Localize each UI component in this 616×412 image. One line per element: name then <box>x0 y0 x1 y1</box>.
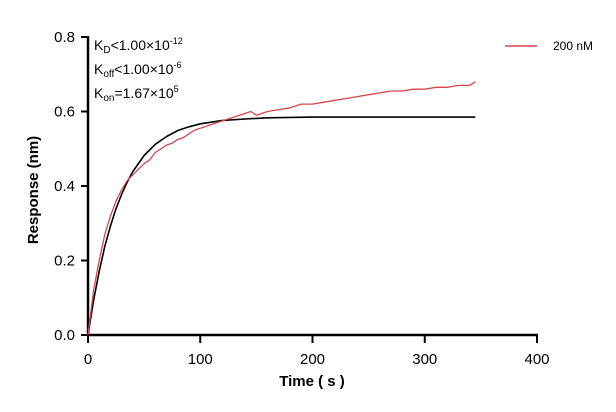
koff-annotation: Koff<1.00×10-6 <box>94 60 181 80</box>
y-tick-label: 0.4 <box>54 178 75 195</box>
x-tick-label: 0 <box>84 351 92 368</box>
legend-label-200nm: 200 nM <box>553 39 593 53</box>
x-tick-label: 400 <box>524 351 549 368</box>
y-tick-label: 0.2 <box>54 253 75 270</box>
x-tick-label: 100 <box>188 351 213 368</box>
y-axis-label: Response (nm) <box>25 136 42 244</box>
kd-annotation: KD<1.00×10-12 <box>94 36 183 56</box>
series-200nm-line <box>87 81 476 336</box>
kon-annotation: Kon=1.67×105 <box>94 84 179 104</box>
y-tick-label: 0.0 <box>54 327 75 344</box>
x-tick-label: 300 <box>412 351 437 368</box>
x-tick-label: 200 <box>300 351 325 368</box>
y-tick-label: 0.6 <box>54 104 75 121</box>
y-tick-label: 0.8 <box>54 29 75 46</box>
fit-curve <box>87 116 476 336</box>
x-axis-label: Time ( s ) <box>279 373 345 390</box>
